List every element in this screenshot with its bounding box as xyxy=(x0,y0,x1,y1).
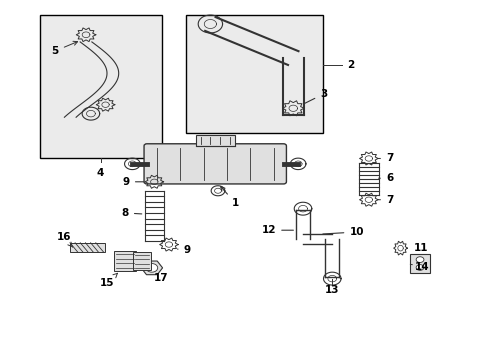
Text: 8: 8 xyxy=(122,208,142,218)
Bar xyxy=(133,252,151,270)
Bar xyxy=(40,15,161,158)
Text: 10: 10 xyxy=(322,227,363,237)
Text: 15: 15 xyxy=(100,273,117,288)
Text: 9: 9 xyxy=(177,245,190,255)
Circle shape xyxy=(146,264,158,272)
Bar xyxy=(185,15,322,134)
Bar xyxy=(114,251,136,271)
Text: 7: 7 xyxy=(379,195,392,205)
FancyBboxPatch shape xyxy=(144,144,286,184)
Bar xyxy=(70,243,104,252)
Text: 14: 14 xyxy=(409,262,429,272)
Text: 9: 9 xyxy=(122,177,143,187)
Text: 1: 1 xyxy=(220,186,239,208)
Text: 3: 3 xyxy=(304,89,326,103)
Bar xyxy=(409,253,429,273)
Text: 4: 4 xyxy=(97,168,104,178)
Circle shape xyxy=(415,257,423,262)
Text: 6: 6 xyxy=(378,173,392,183)
Text: 12: 12 xyxy=(261,225,293,235)
Polygon shape xyxy=(141,261,162,275)
Text: 7: 7 xyxy=(379,153,392,163)
Text: 16: 16 xyxy=(57,232,73,247)
Text: 5: 5 xyxy=(52,41,78,56)
Text: 2: 2 xyxy=(346,60,353,70)
Text: 13: 13 xyxy=(325,285,339,296)
Text: 17: 17 xyxy=(154,273,168,283)
Bar xyxy=(195,135,234,146)
Text: 11: 11 xyxy=(413,243,428,253)
Circle shape xyxy=(415,265,423,270)
